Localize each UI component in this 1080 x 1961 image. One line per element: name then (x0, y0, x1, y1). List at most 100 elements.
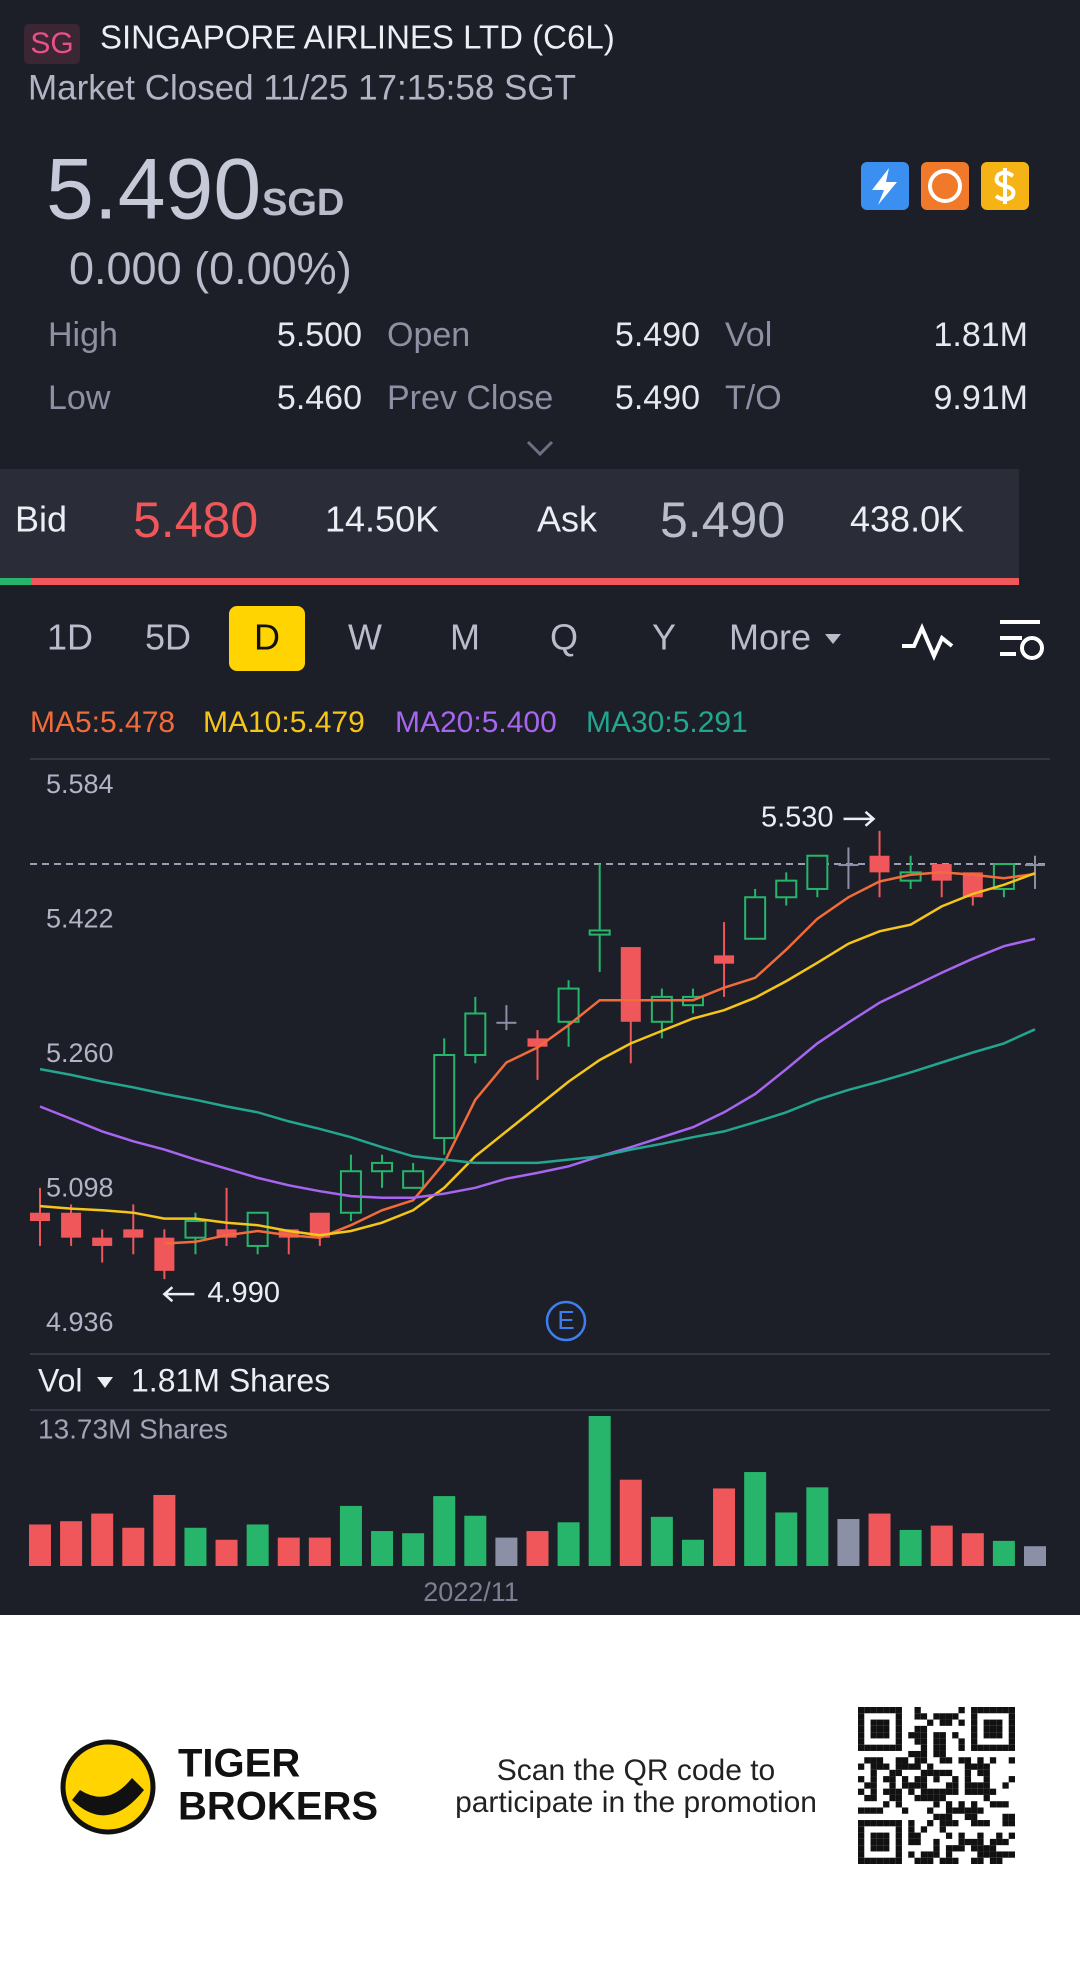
expand-chevron[interactable] (526, 440, 554, 457)
qr-module (971, 1763, 978, 1770)
qr-module (933, 1713, 940, 1720)
qr-module (971, 1713, 978, 1720)
qr-module (1008, 1813, 1015, 1821)
qr-module (1002, 1838, 1009, 1846)
qr-module (883, 1820, 890, 1827)
qr-module (908, 1851, 915, 1858)
qr-module (964, 1788, 972, 1795)
candle-body (496, 1021, 517, 1024)
qr-module (876, 1763, 884, 1770)
qr-module (971, 1744, 978, 1751)
qr-module (939, 1826, 946, 1833)
qr-module (977, 1820, 984, 1827)
bid-price: 5.480 (133, 492, 258, 548)
qr-module (989, 1732, 997, 1739)
candle-body (184, 1220, 207, 1239)
qr-module (977, 1857, 984, 1864)
qr-module (983, 1707, 990, 1714)
qr-module (870, 1807, 877, 1814)
stat-value: 5.490 (615, 316, 700, 354)
qr-module (883, 1763, 890, 1770)
qr-module (945, 1757, 953, 1764)
qr-module (858, 1732, 865, 1739)
promo-text: participate in the promotion (455, 1786, 817, 1819)
high-marker: 5.530 (761, 801, 834, 833)
stat-label: Prev Close (387, 379, 553, 417)
brand-line: TIGER (178, 1742, 300, 1786)
period-tab[interactable]: Y (652, 617, 676, 658)
qr-module (889, 1744, 896, 1751)
qr-module (983, 1794, 990, 1802)
qr-module (883, 1838, 890, 1846)
qr-module (1002, 1744, 1009, 1751)
qr-module (858, 1744, 865, 1751)
candle-body (278, 1229, 299, 1238)
candle-body (806, 854, 829, 890)
candle-body (620, 947, 641, 1022)
period-tab[interactable]: M (450, 617, 480, 658)
qr-module (876, 1744, 884, 1751)
qr-module (908, 1763, 915, 1770)
period-tab[interactable]: 5D (145, 617, 191, 658)
qr-module (920, 1744, 928, 1751)
qr-module (889, 1707, 896, 1714)
qr-module (858, 1838, 865, 1846)
qr-module (920, 1782, 928, 1789)
volume-bar (713, 1488, 736, 1566)
qr-module (996, 1725, 1003, 1733)
period-tab[interactable]: W (348, 617, 382, 658)
qr-module (1008, 1851, 1015, 1858)
period-tab[interactable]: D (254, 617, 280, 658)
qr-module (945, 1801, 953, 1808)
volume-bar (619, 1479, 642, 1566)
qr-module (958, 1801, 965, 1808)
y-tick-label: 5.260 (46, 1038, 114, 1068)
qr-module (864, 1757, 871, 1764)
qr-module (989, 1845, 997, 1852)
qr-module (945, 1807, 953, 1814)
qr-module (945, 1845, 953, 1852)
brand-line: BROKERS (178, 1785, 378, 1829)
qr-module (870, 1820, 877, 1827)
qr-module (958, 1744, 965, 1751)
qr-module (870, 1845, 877, 1852)
qr-module (933, 1769, 940, 1777)
settings-icon[interactable] (1000, 620, 1040, 656)
volume-max: 13.73M Shares (38, 1413, 228, 1444)
qr-module (927, 1763, 934, 1770)
qr-module (952, 1857, 959, 1864)
period-tab[interactable]: 1D (47, 617, 93, 658)
period-tab[interactable]: Q (550, 617, 578, 658)
qr-module (939, 1794, 946, 1802)
qr-module (864, 1820, 871, 1827)
candle-body (246, 1211, 269, 1247)
qr-module (920, 1794, 928, 1802)
qr-module (945, 1713, 953, 1720)
candle-body (309, 1212, 330, 1238)
volume-bar (464, 1515, 487, 1566)
qr-module (958, 1738, 965, 1745)
volume-bar (60, 1521, 83, 1566)
qr-module (1008, 1744, 1015, 1751)
qr-module (920, 1713, 928, 1720)
qr-module (876, 1820, 884, 1827)
qr-module (920, 1738, 928, 1745)
qr-module (945, 1851, 953, 1858)
logo-stripe (72, 1778, 144, 1816)
volume-header[interactable]: Vol (38, 1362, 82, 1398)
qr-module (883, 1857, 890, 1864)
qr-module (927, 1719, 934, 1726)
period-tab[interactable]: More (729, 617, 811, 658)
qr-module (883, 1832, 890, 1839)
qr-module (952, 1782, 959, 1789)
qr-module (964, 1813, 972, 1821)
qr-module (939, 1788, 946, 1795)
volume-current: 1.81M Shares (131, 1362, 330, 1398)
qr-module (870, 1707, 877, 1714)
y-tick-label: 5.422 (46, 904, 114, 934)
qr-module (964, 1776, 972, 1783)
ask-price: 5.490 (660, 492, 785, 548)
indicator-icon[interactable] (902, 623, 954, 661)
qr-module (977, 1744, 984, 1751)
